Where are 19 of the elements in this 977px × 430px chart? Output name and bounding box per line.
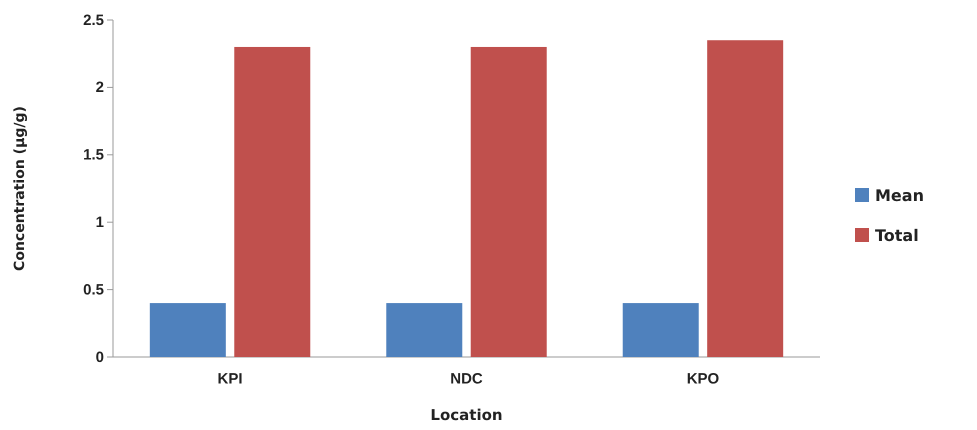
bar [150, 303, 226, 357]
bar [470, 46, 547, 357]
x-tick-label: KPO [686, 370, 720, 388]
y-tick-label: 1.5 [83, 146, 104, 164]
y-tick-label: 0 [96, 348, 104, 366]
y-axis-title: Concentration (µg/g) [12, 106, 28, 271]
y-tick-label: 2 [96, 79, 104, 96]
bar [386, 303, 462, 357]
y-tick-label: 0.5 [83, 281, 104, 298]
x-axis-title: Location [430, 406, 503, 424]
y-tick-label: 2.5 [83, 12, 104, 29]
y-tick-label: 1 [96, 214, 104, 231]
bar [622, 303, 699, 357]
bar [234, 46, 310, 357]
legend-label: Mean [875, 186, 924, 205]
x-tick-label: KPI [218, 370, 243, 388]
x-tick-label: NDC [450, 370, 483, 388]
bar [707, 40, 784, 357]
legend-label: Total [875, 226, 919, 245]
